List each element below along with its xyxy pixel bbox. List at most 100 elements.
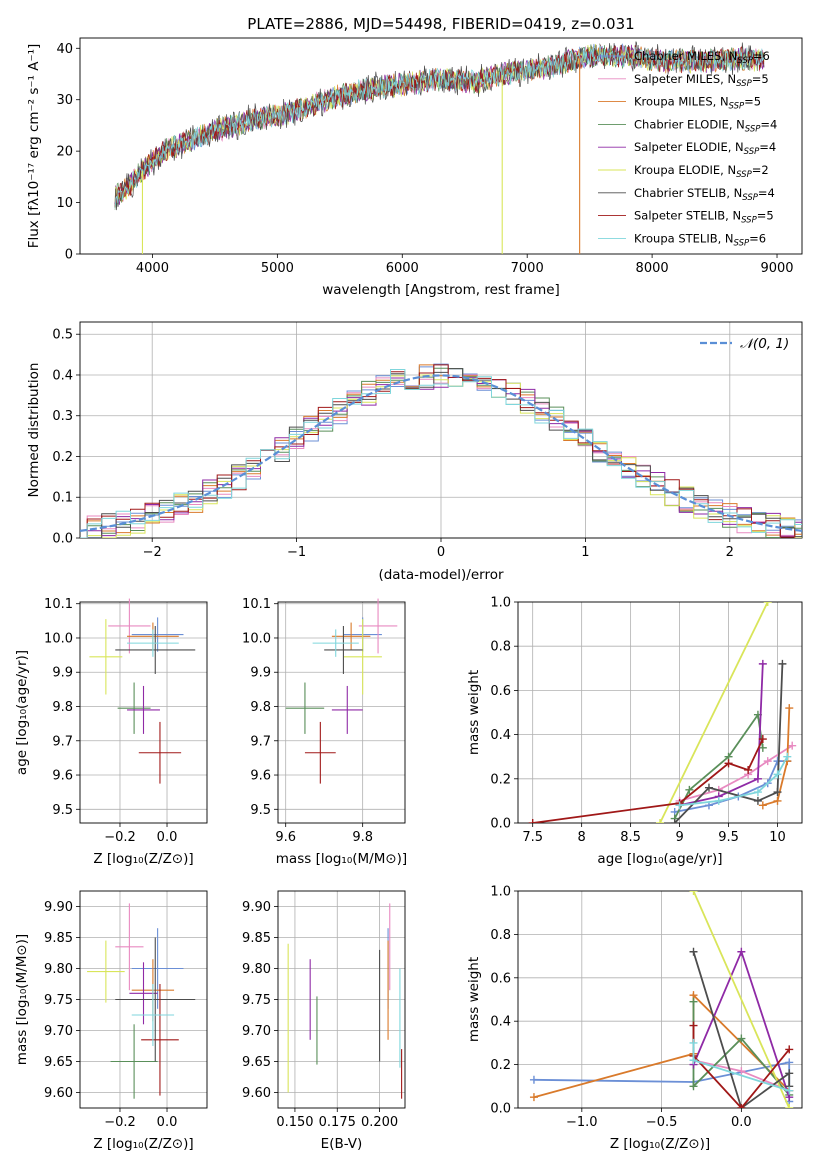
plus-marker [758,801,767,810]
plus-marker [763,757,772,766]
spectrum-series-line [114,44,765,210]
legend-label-sub: SSP [737,56,753,66]
x-tick-label: 5000 [261,261,294,276]
y-tick-label: 9.60 [44,1086,73,1101]
y-tick-label: 9.6 [250,769,271,784]
plus-marker [689,947,698,956]
axes-frame [517,890,803,1109]
plus-marker [704,783,713,792]
y-tick-label: 9.65 [242,1055,271,1070]
legend-label-tail: =4 [758,186,775,200]
mass-weight-vs-age-panel: 7.5 8 8.5 9 9.5 10 0.0 0.2 0.4 0.6 0.8 1.0 age [log₁… [466,596,803,867]
x-tick-label: 4000 [136,261,169,276]
legend-label-tail: =6 [753,49,770,63]
legend-label-sub: SSP [744,147,760,157]
legend-label-sub: SSP [729,102,745,112]
weight-series-line [762,708,791,807]
plus-marker [773,770,782,779]
axes-frame [79,37,803,255]
y-tick-label: 9.5 [250,803,271,818]
x-tick-label: 6000 [386,261,419,276]
plus-marker [758,743,767,752]
plus-marker [689,1082,698,1091]
y-axis-label: mass [log₁₀(M/M⊙)] [14,934,30,1065]
legend-label-main: Chabrier ELODIE, N [634,117,745,131]
plus-marker [753,796,762,805]
grid-lines [278,891,405,1108]
weight-lines [529,891,794,1108]
x-axis-label: Z [log₁₀(Z/Z⊙)] [93,851,193,867]
y-tick-label: 30 [56,93,73,108]
plus-marker [529,1093,538,1102]
legend-entry: Chabrier STELIB, NSSP=4 [634,186,775,203]
plus-marker [778,659,787,668]
weight-series-line [692,951,791,1108]
age-vs-mass-panel: 9.6 9.8 9.5 9.6 9.7 9.8 9.9 10.0 10.1 mass [log₁₀… [242,597,407,867]
legend-entry: 𝒩(0, 1) [740,336,789,352]
x-axis-label: age [log₁₀(age/yr)] [597,851,722,867]
y-tick-label: 1.0 [490,885,511,900]
y-tick-label: 1.0 [490,596,511,611]
y-tick-label: 9.7 [250,734,271,749]
plus-marker [724,759,733,768]
y-axis-label: mass weight [466,957,482,1042]
y-axis-label: mass weight [466,670,482,755]
histogram-series [80,364,802,538]
legend-label-tail: =2 [752,163,769,177]
weight-lines [528,602,797,823]
x-tick-label: 0.175 [319,1115,356,1130]
legend-label-sub: SSP [741,216,757,226]
plus-marker [685,785,694,794]
legend-label-tail: =6 [749,231,766,245]
y-tick-label: 9.5 [52,803,73,818]
x-tick-label: 0.0 [157,1115,178,1130]
y-tick-label: 9.85 [44,931,73,946]
x-tick-label: 8.5 [620,830,641,845]
axes-frame [79,890,208,1109]
y-tick-label: 0.2 [52,450,73,465]
mass-weight-vs-metallicity-panel: −1.0 −0.5 0.0 0.0 0.2 0.4 0.6 0.8 1.0 Z [log₁₀(Z/… [466,885,803,1152]
age-vs-metallicity-panel: −0.2 0.0 9.5 9.6 9.7 9.8 9.9 10.0 10.1 Z [log₁₀(Z… [14,597,208,867]
y-tick-label: 9.6 [52,769,73,784]
x-tick-label: −2 [143,545,162,560]
x-tick-label: 9.6 [275,830,296,845]
y-tick-label: 9.90 [44,900,73,915]
grid-lines [518,601,802,824]
legend-label-main: Salpeter ELODIE, N [634,140,744,154]
axes-frame [277,601,406,824]
x-tick-label: 2 [726,545,734,560]
plus-marker [675,801,684,810]
plus-marker [773,788,782,797]
weight-series-line [679,756,789,807]
x-tick-label: 0.150 [276,1115,313,1130]
legend-label-sub: SSP [734,238,750,248]
plus-marker [773,757,782,766]
y-tick-label: 9.9 [52,666,73,681]
legend-label-tail: =5 [757,209,774,223]
plus-marker [753,774,762,783]
y-tick-label: 9.75 [44,993,73,1008]
x-tick-label: 9.8 [352,830,373,845]
legend-label-main: Chabrier MILES, N [634,49,737,63]
histogram-series [80,377,802,538]
mass-vs-extinction-panel: 0.150 0.175 0.200 9.60 9.65 9.70 9.75 9.80 9.85 9… [242,890,406,1152]
plus-marker [785,704,794,713]
plus-marker [656,819,664,823]
spectrum-lines [114,41,765,254]
x-tick-label: −1.0 [566,1115,598,1130]
plus-marker [788,741,797,750]
error-bars [87,903,196,1099]
x-axis-label: E(B-V) [321,1136,363,1152]
y-tick-label: 0.4 [490,1015,511,1030]
plus-marker [783,752,792,761]
plus-marker [529,1075,538,1084]
plus-marker [737,947,746,956]
legend-label-sub: SSP [745,124,761,134]
weight-series-line [659,602,769,823]
plus-marker [689,1056,698,1065]
chart-title: PLATE=2886, MJD=54498, FIBERID=0419, z=0… [247,15,634,33]
y-tick-label: 0.5 [52,328,73,343]
x-tick-label: 0.200 [361,1115,398,1130]
y-tick-label: 9.90 [242,900,271,915]
legend-entry: Kroupa MILES, NSSP=5 [634,95,761,112]
